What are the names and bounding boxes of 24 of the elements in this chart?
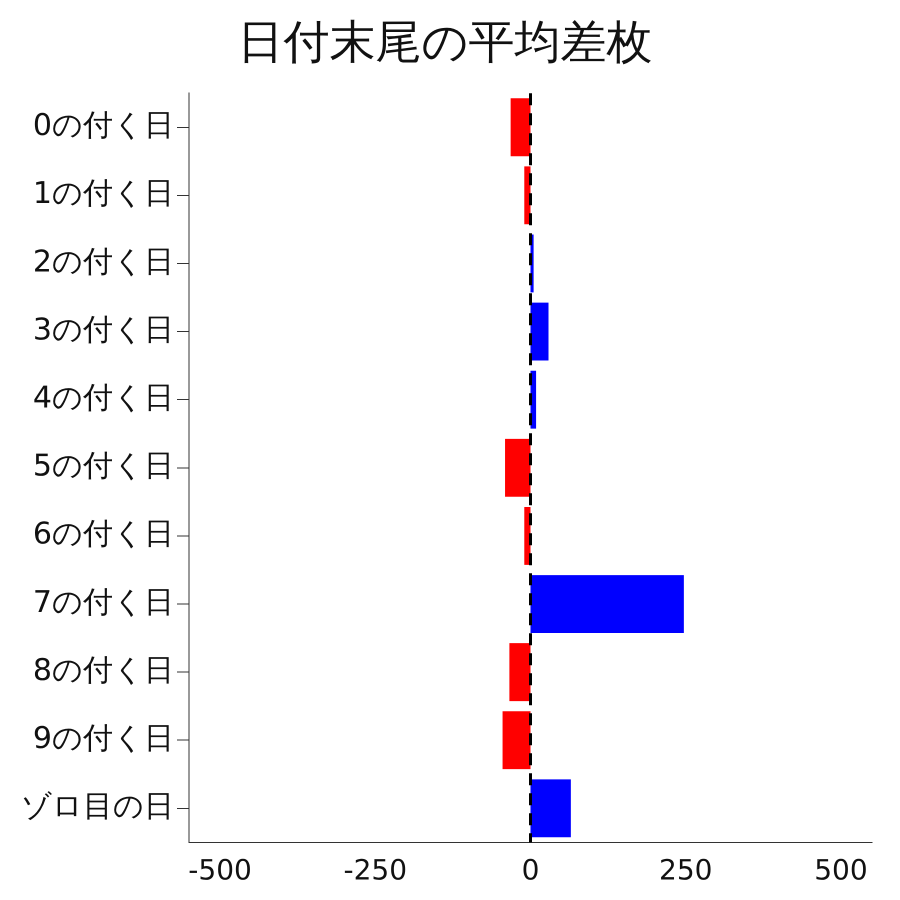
y-tick-label: 3の付く日 <box>32 312 174 348</box>
x-tick-label: 0 <box>522 853 540 886</box>
bar <box>505 438 530 497</box>
y-tick-label: 0の付く日 <box>32 108 174 144</box>
y-tick-label: 1の付く日 <box>32 176 174 212</box>
bar <box>530 302 549 361</box>
y-tick-label: 2の付く日 <box>32 244 174 280</box>
y-tick-label: 5の付く日 <box>32 448 174 484</box>
y-tick-label: 8の付く日 <box>32 652 174 688</box>
y-tick-label: 7の付く日 <box>32 584 174 620</box>
bar <box>530 779 571 838</box>
bar <box>509 643 530 702</box>
x-tick-label: 250 <box>659 853 712 886</box>
x-tick-label: -250 <box>344 853 408 886</box>
y-tick-label: 4の付く日 <box>32 380 174 416</box>
chart-title: 日付末尾の平均差枚 <box>238 14 652 69</box>
bar <box>502 711 530 770</box>
bar <box>510 98 530 156</box>
y-tick-label: 6の付く日 <box>32 516 174 552</box>
x-tick-label: 500 <box>814 853 868 886</box>
y-tick-label: 9の付く日 <box>32 721 174 756</box>
bar <box>530 575 684 633</box>
x-tick-label: -500 <box>188 853 252 886</box>
y-tick-label: ゾロ目の日 <box>21 789 174 824</box>
